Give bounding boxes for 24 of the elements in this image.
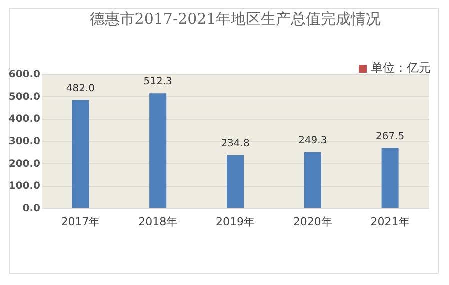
x-tick-label: 2020年: [293, 216, 332, 228]
annotation: 单位：亿元: [371, 60, 431, 77]
bar: [304, 152, 322, 208]
x-tick-label: 2017年: [61, 216, 100, 228]
y-tick-label: 600.0: [8, 70, 41, 80]
chart-title: 德惠市2017-2021年地区生产总值完成情况: [90, 10, 382, 28]
data-label: 482.0: [66, 83, 96, 94]
bar: [150, 94, 167, 208]
bar: [382, 148, 399, 208]
data-label: 267.5: [376, 131, 405, 142]
x-tick-label: 2019年: [216, 216, 255, 228]
y-tick-label: 300.0: [8, 136, 41, 148]
data-label: 234.8: [221, 138, 250, 150]
bar: [226, 156, 244, 208]
bar: [72, 100, 90, 208]
y-tick-label: 100.0: [8, 181, 41, 192]
x-tick-label: 2018年: [138, 216, 178, 228]
y-tick-label: 0.0: [22, 204, 41, 214]
y-tick-label: 400.0: [8, 114, 41, 126]
x-tick-label: 2021年: [370, 216, 410, 228]
data-label: 512.3: [144, 76, 172, 88]
data-label: 249.3: [298, 135, 328, 146]
y-tick-label: 500.0: [8, 92, 41, 103]
y-tick-label: 200.0: [8, 158, 41, 170]
